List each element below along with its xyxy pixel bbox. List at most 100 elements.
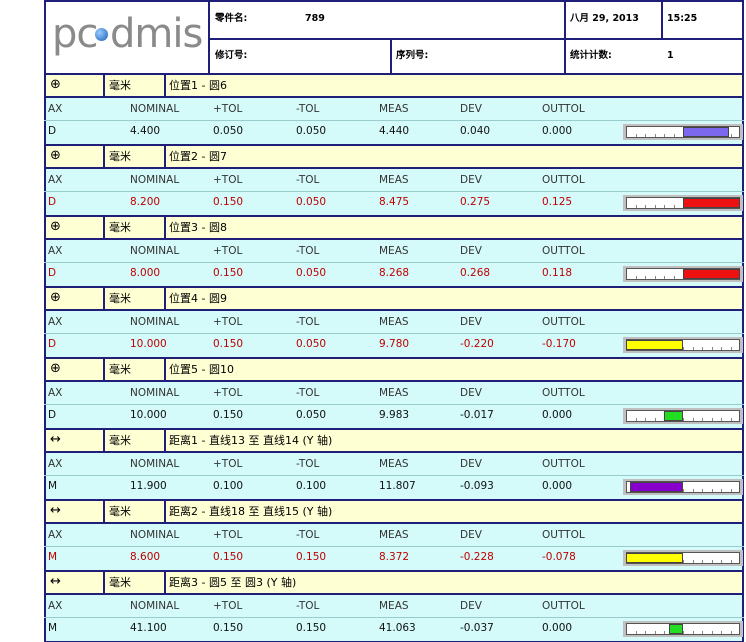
deviation-bar (663, 411, 683, 421)
cell-value: 0.150 (213, 267, 244, 279)
column-header: +TOL (213, 103, 243, 115)
cell-value: -0.037 (460, 622, 494, 634)
cell-value: M (48, 480, 58, 492)
row-divider (44, 617, 744, 618)
unit-cell (103, 215, 166, 240)
cell-value: 11.900 (130, 480, 167, 492)
cell-value: M (48, 551, 58, 563)
cell-value: 0.268 (460, 267, 491, 279)
feature-unit: 毫米 (109, 292, 131, 305)
column-header: -TOL (296, 316, 320, 328)
column-header: MEAS (379, 529, 409, 541)
bar-tick (721, 560, 722, 563)
bar-tick (635, 276, 637, 279)
cell-value: -0.228 (460, 551, 494, 563)
column-header: OUTTOL (542, 316, 585, 328)
cell-value: 10.000 (130, 338, 167, 350)
column-header: AX (48, 600, 63, 612)
column-header: MEAS (379, 316, 409, 328)
bar-tick (645, 134, 646, 137)
bar-tick (683, 347, 684, 350)
row-divider (44, 120, 744, 121)
column-header: NOMINAL (130, 529, 180, 541)
column-header: +TOL (213, 316, 243, 328)
cell-value: 0.050 (296, 409, 327, 421)
cell-value: D (48, 267, 57, 279)
column-header: -TOL (296, 103, 320, 115)
bar-tick (711, 631, 713, 634)
bar-tick (673, 134, 675, 137)
bar-tick (721, 418, 722, 421)
column-header: AX (48, 387, 63, 399)
cell-value: 4.400 (130, 125, 161, 137)
bar-tick (673, 205, 675, 208)
cell-value: 0.100 (213, 480, 244, 492)
feature-title: 距离3 - 圆5 至 圆3 (Y 轴) (169, 576, 297, 589)
header-row-1 (208, 0, 744, 40)
cell-value: 0.275 (460, 196, 491, 208)
bar-tick (702, 347, 703, 350)
bar-tick (702, 489, 703, 492)
bar-tick (692, 631, 694, 634)
feature-title: 距离1 - 直线13 至 直线14 (Y 轴) (169, 434, 333, 447)
column-header: AX (48, 103, 63, 115)
unit-cell (103, 428, 166, 453)
bar-tick (730, 418, 732, 421)
symbol-cell (44, 215, 105, 240)
column-header: DEV (460, 316, 482, 328)
feature-title: 位置3 - 圆8 (169, 221, 227, 234)
revision-label: 修订号: (215, 50, 248, 61)
bar-tick (645, 631, 646, 634)
cell-value: -0.170 (542, 338, 576, 350)
bar-tick (645, 276, 646, 279)
cell-value: 8.372 (379, 551, 410, 563)
cell-value: 0.000 (542, 125, 573, 137)
column-header: DEV (460, 458, 482, 470)
column-header: MEAS (379, 600, 409, 612)
cell-value: 4.440 (379, 125, 410, 137)
feature-title: 位置1 - 圆6 (169, 79, 227, 92)
column-header: -TOL (296, 174, 320, 186)
logo-right: dmis (110, 11, 203, 57)
feature-symbol: ⊕ (50, 148, 61, 163)
column-header: AX (48, 174, 63, 186)
title-cell (164, 428, 744, 453)
bar-tick (730, 560, 732, 563)
cell-value: D (48, 409, 57, 421)
column-header: +TOL (213, 529, 243, 541)
column-header: OUTTOL (542, 245, 585, 257)
date: 八月 29, 2013 (570, 13, 639, 24)
cell-value: 41.063 (379, 622, 416, 634)
logo-left: pc (52, 11, 98, 57)
cell-value: D (48, 125, 57, 137)
bar-tick (692, 489, 694, 492)
column-header: OUTTOL (542, 174, 585, 186)
time: 15:25 (667, 13, 698, 24)
column-header: OUTTOL (542, 103, 585, 115)
bar-tick (721, 489, 722, 492)
cell-value: 0.000 (542, 480, 573, 492)
bar-tick (683, 560, 684, 563)
column-header: OUTTOL (542, 600, 585, 612)
column-header: AX (48, 529, 63, 541)
cell-value: 0.050 (296, 125, 327, 137)
column-header: NOMINAL (130, 600, 180, 612)
unit-cell (103, 286, 166, 311)
cell-value: 0.150 (213, 551, 244, 563)
bar-tick (702, 560, 703, 563)
column-header: OUTTOL (542, 458, 585, 470)
bar-tick (721, 347, 722, 350)
bar-tick (683, 489, 684, 492)
bar-tick (635, 134, 637, 137)
bar-tick (664, 205, 665, 208)
column-header: -TOL (296, 600, 320, 612)
bar-tick (635, 205, 637, 208)
bar-tick (654, 631, 656, 634)
cell-value: 0.150 (213, 338, 244, 350)
bar-tick (730, 631, 732, 634)
column-header: OUTTOL (542, 529, 585, 541)
column-header: DEV (460, 103, 482, 115)
row-divider (44, 475, 744, 476)
logo-box: pc dmis (44, 0, 210, 75)
